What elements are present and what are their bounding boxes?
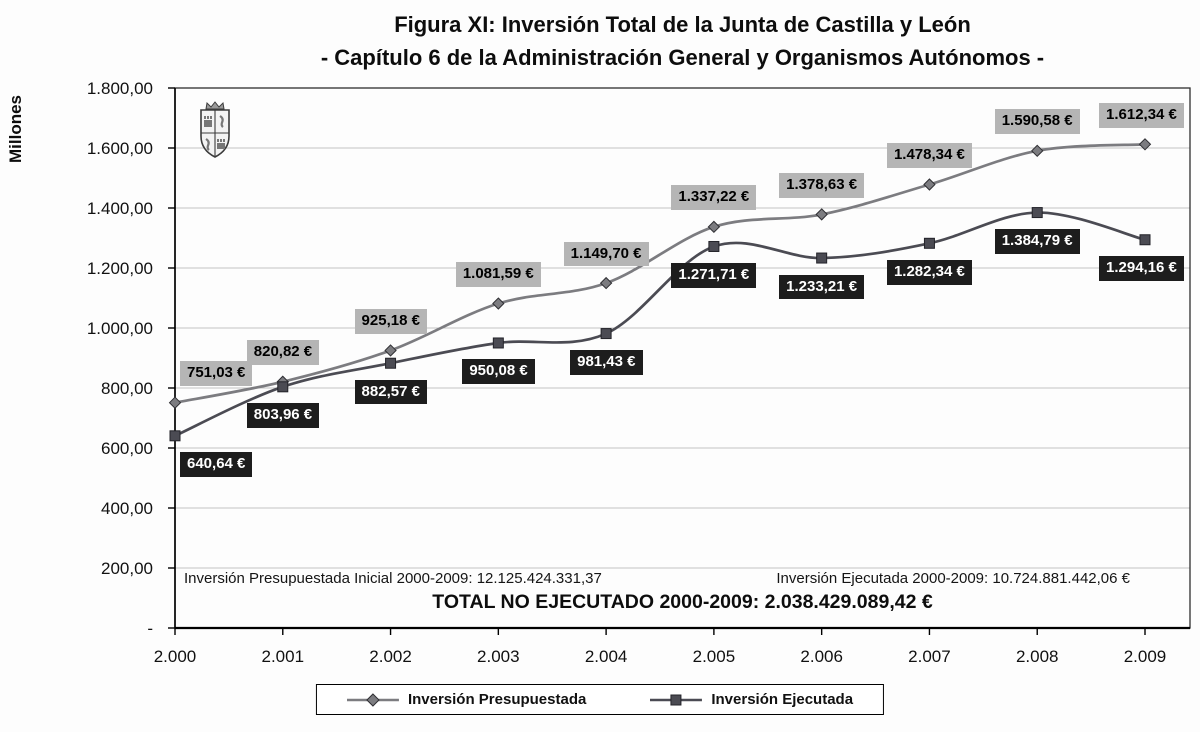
data-label-ejecutada: 981,43 € <box>570 350 643 375</box>
data-point-diamond <box>168 396 182 409</box>
data-label-ejecutada: 882,57 € <box>354 379 427 405</box>
data-point-diamond <box>599 276 613 290</box>
x-axis-label: 2.000 <box>154 647 197 666</box>
data-label-presupuestada: 925,18 € <box>354 308 427 334</box>
y-axis-label: 1.600,00 <box>87 139 153 158</box>
data-point-diamond <box>384 344 397 357</box>
data-label-ejecutada: 803,96 € <box>246 403 320 429</box>
series-line-ejecutada <box>174 211 1146 438</box>
legend-label-ejecutada: Inversión Ejecutada <box>711 691 854 708</box>
data-label-presupuestada: 1.337,22 € <box>671 185 757 211</box>
x-axis-label: 2.003 <box>477 647 520 666</box>
x-axis-label: 2.004 <box>585 647 628 666</box>
data-label-ejecutada: 640,64 € <box>180 452 253 478</box>
data-point-square <box>923 237 935 249</box>
data-label-presupuestada: 1.081,59 € <box>455 262 541 287</box>
data-label-ejecutada: 1.294,16 € <box>1099 256 1184 281</box>
x-axis-label: 2.005 <box>693 647 736 666</box>
coat-of-arms-icon <box>200 101 230 158</box>
data-label-presupuestada: 820,82 € <box>246 340 320 365</box>
legend-label-presupuestada: Inversión Presupuestada <box>407 691 587 708</box>
data-point-square <box>169 430 181 442</box>
data-label-presupuestada: 1.149,70 € <box>563 241 649 267</box>
data-point-square <box>492 337 504 349</box>
chart-title: Figura XI: Inversión Total de la Junta d… <box>175 8 1190 74</box>
data-point-square <box>708 240 720 252</box>
data-point-diamond <box>1138 138 1152 151</box>
x-axis-label: 2.002 <box>369 647 412 666</box>
data-label-ejecutada: 1.271,71 € <box>671 262 757 288</box>
legend: Inversión Presupuestada Inversión Ejecut… <box>315 684 885 715</box>
data-point-square <box>385 357 397 369</box>
x-axis-label: 2.006 <box>800 647 843 666</box>
x-axis-label: 2.007 <box>908 647 951 666</box>
legend-item-ejecutada: Inversión Ejecutada <box>650 691 853 708</box>
chart-title-line2: - Capítulo 6 de la Administración Genera… <box>320 45 1045 70</box>
y-axis-label: 1.000,00 <box>87 319 153 338</box>
y-axis-label: 200,00 <box>101 559 153 578</box>
series-line-presupuestada <box>174 142 1146 405</box>
annotation-presupuestada-total: Inversión Presupuestada Inicial 2000-200… <box>184 570 602 587</box>
data-label-ejecutada: 950,08 € <box>462 359 535 385</box>
data-point-diamond <box>1031 144 1044 158</box>
annotation-ejecutada-total: Inversión Ejecutada 2000-2009: 10.724.88… <box>776 570 1130 587</box>
y-axis-label: 1.200,00 <box>87 259 153 278</box>
x-axis-label: 2.001 <box>262 647 305 666</box>
data-point-square <box>600 328 612 340</box>
chart-title-line1: Figura XI: Inversión Total de la Junta d… <box>394 12 971 37</box>
data-label-presupuestada: 1.612,34 € <box>1099 102 1184 128</box>
y-axis-label: - <box>147 619 153 638</box>
x-axis-label: 2.008 <box>1016 647 1059 666</box>
plot-border <box>174 87 1191 629</box>
data-point-square <box>277 381 289 393</box>
y-axis-label: 1.800,00 <box>87 79 153 98</box>
y-axis-label: 1.400,00 <box>87 199 153 218</box>
data-label-ejecutada: 1.282,34 € <box>886 259 972 285</box>
y-axis-label: 400,00 <box>101 499 153 518</box>
diamond-marker-icon <box>346 692 399 707</box>
data-point-diamond <box>815 208 828 221</box>
data-point-diamond <box>923 178 936 191</box>
x-axis-label: 2.009 <box>1124 647 1167 666</box>
data-label-ejecutada: 1.233,21 € <box>779 274 865 300</box>
data-label-ejecutada: 1.384,79 € <box>994 229 1080 254</box>
legend-item-presupuestada: Inversión Presupuestada <box>346 691 587 708</box>
data-point-square <box>1139 234 1151 246</box>
data-label-presupuestada: 1.590,58 € <box>994 109 1080 135</box>
castle-quarter-icon <box>204 116 225 149</box>
data-label-presupuestada: 751,03 € <box>180 361 253 386</box>
data-point-diamond <box>707 220 721 234</box>
data-label-presupuestada: 1.478,34 € <box>886 142 972 168</box>
lion-quarter-icon <box>205 115 224 151</box>
data-point-diamond <box>492 297 505 310</box>
square-marker-icon <box>650 694 703 705</box>
data-point-square <box>816 252 828 264</box>
annotation-total-no-ejecutado: TOTAL NO EJECUTADO 2000-2009: 2.038.429.… <box>432 591 933 613</box>
data-label-presupuestada: 1.378,63 € <box>779 172 865 198</box>
y-axis-label: 600,00 <box>101 439 153 458</box>
data-point-square <box>1031 207 1043 219</box>
y-axis-label: 800,00 <box>101 379 153 398</box>
